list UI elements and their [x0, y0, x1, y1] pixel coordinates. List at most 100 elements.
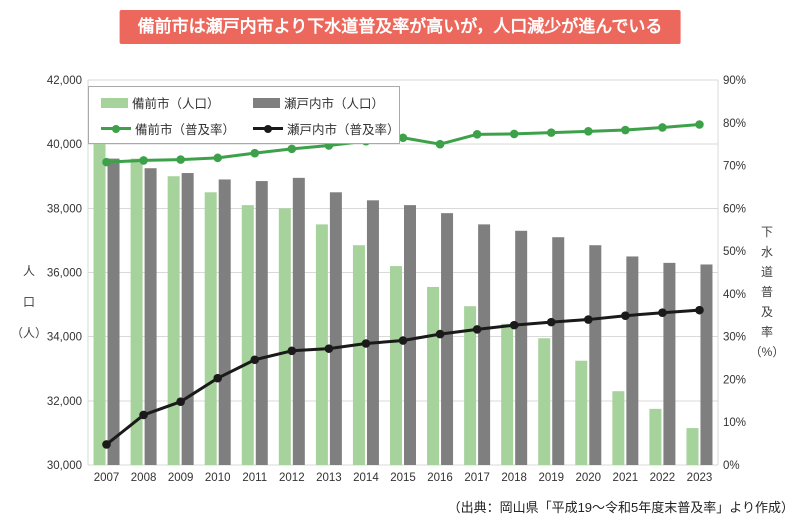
year-label: 2023	[687, 472, 713, 484]
marker-bizen-rate-2009	[176, 155, 185, 164]
legend-item-bizen-population: 備前市（人口）	[101, 93, 253, 112]
marker-bizen-rate-2020	[583, 127, 593, 136]
year-label: 2011	[242, 472, 267, 484]
bar-setouchi-population-2023	[700, 264, 713, 465]
bar-bizen-population-2009	[167, 176, 180, 465]
legend-label: 瀬戸内市（普及率）	[287, 123, 400, 137]
year-label: 2019	[538, 472, 564, 484]
right-axis-tick-label: 90%	[723, 75, 746, 87]
bar-bizen-population-2022	[649, 408, 662, 465]
year-label: 2017	[464, 472, 490, 484]
year-label: 2018	[501, 472, 527, 484]
marker-setouchi-rate-2014	[361, 339, 371, 348]
bar-setouchi-population-2021	[626, 256, 639, 465]
marker-setouchi-rate-2010	[213, 373, 223, 383]
year-label: 2012	[279, 472, 305, 484]
marker-bizen-rate-2008	[139, 156, 148, 165]
chart-title-banner: 備前市は瀬戸内市より下水道普及率が高いが，人口減少が進んでいる	[119, 10, 681, 44]
right-axis-tick-label: 20%	[723, 374, 746, 386]
bar-bizen-population-2013	[315, 224, 328, 465]
source-note: （出典：岡山県「平成19～令和5年度末普及率」より作成）	[447, 500, 794, 515]
marker-setouchi-rate-2012	[287, 346, 297, 356]
bar-bizen-population-2021	[612, 391, 625, 465]
marker-setouchi-rate-2015	[398, 336, 408, 345]
bar-bizen-population-2017	[464, 306, 477, 465]
left-axis-tick-label: 42,000	[47, 75, 82, 87]
bar-bizen-population-2010	[204, 192, 217, 465]
marker-bizen-rate-2007	[102, 157, 111, 167]
right-axis-tick-label: 80%	[723, 118, 746, 130]
year-label: 2009	[168, 472, 194, 484]
marker-bizen-rate-2010	[213, 153, 223, 163]
bar-bizen-population-2012	[278, 208, 291, 466]
left-axis-tick-label: 34,000	[47, 332, 82, 344]
year-label: 2022	[650, 472, 676, 484]
marker-setouchi-rate-2023	[695, 305, 704, 315]
bar-setouchi-population-2015	[404, 205, 416, 465]
bar-setouchi-population-2012	[292, 177, 305, 465]
bar-setouchi-population-2016	[441, 213, 454, 465]
marker-setouchi-rate-2019	[546, 317, 556, 327]
bar-bizen-population-2023	[686, 428, 699, 465]
left-axis-tick-label: 40,000	[47, 139, 82, 151]
bar-setouchi-population-2008	[144, 168, 157, 465]
marker-bizen-rate-2016	[435, 139, 445, 149]
line-setouchi-rate	[105, 308, 700, 446]
bar-setouchi-population-2007	[107, 158, 120, 465]
year-label: 2015	[390, 472, 416, 484]
marker-setouchi-rate-2009	[176, 397, 185, 406]
bizen-population-swatch-icon	[101, 97, 128, 108]
bar-bizen-population-2018	[501, 323, 514, 465]
bar-setouchi-population-2022	[663, 262, 676, 465]
marker-setouchi-rate-2022	[658, 308, 667, 318]
bar-bizen-population-2016	[427, 286, 440, 465]
year-label: 2007	[94, 472, 120, 484]
right-axis-tick-label: 40%	[723, 289, 746, 301]
legend-item-setouchi-population: 瀬戸内市（人口）	[253, 93, 400, 112]
year-label: 2014	[353, 472, 379, 484]
marker-setouchi-rate-2011	[250, 355, 260, 365]
bar-bizen-population-2007	[93, 140, 106, 466]
right-axis-tick-label: 10%	[723, 417, 746, 429]
year-label: 2021	[613, 472, 639, 484]
bar-bizen-population-2014	[352, 245, 365, 465]
year-label: 2010	[205, 472, 231, 484]
marker-bizen-rate-2015	[398, 133, 408, 143]
right-axis-tick-label: 60%	[723, 203, 746, 215]
bar-bizen-population-2020	[575, 360, 588, 465]
bar-setouchi-population-2019	[552, 237, 565, 465]
marker-bizen-rate-2011	[250, 148, 260, 158]
marker-setouchi-rate-2021	[621, 311, 630, 321]
marker-setouchi-rate-2018	[509, 320, 519, 330]
year-label: 2013	[316, 472, 342, 484]
legend-label: 備前市（人口）	[132, 97, 220, 111]
marker-bizen-rate-2019	[546, 128, 556, 137]
legend-item-setouchi-rate: 瀬戸内市（普及率）	[253, 119, 400, 138]
chart-legend: 備前市（人口） 瀬戸内市（人口） 備前市（普及率） 瀬戸内市（普及率）	[88, 86, 400, 144]
marker-bizen-rate-2022	[658, 123, 667, 132]
marker-setouchi-rate-2020	[583, 315, 593, 324]
bar-setouchi-population-2017	[478, 224, 491, 465]
marker-setouchi-rate-2007	[102, 440, 111, 449]
right-axis-tick-label: 70%	[723, 161, 746, 173]
marker-bizen-rate-2017	[472, 130, 482, 139]
right-axis-tick-label: 0%	[723, 460, 740, 472]
bizen-rate-line-swatch-icon	[101, 124, 131, 133]
right-axis-tick-label: 50%	[723, 246, 746, 258]
right-axis-tick-label: 30%	[723, 332, 746, 344]
setouchi-rate-line-swatch-icon	[253, 124, 283, 133]
bar-bizen-population-2015	[390, 266, 402, 465]
left-axis-tick-label: 38,000	[47, 203, 82, 215]
legend-label: 備前市（普及率）	[135, 123, 236, 137]
marker-bizen-rate-2023	[695, 120, 704, 129]
right-axis-title: 下 水 道 普 及 率 （%）	[749, 225, 785, 359]
legend-item-bizen-rate: 備前市（普及率）	[101, 119, 253, 138]
marker-setouchi-rate-2013	[324, 344, 334, 353]
legend-label: 瀬戸内市（人口）	[284, 97, 385, 111]
bar-bizen-population-2019	[538, 338, 551, 465]
bar-bizen-population-2008	[130, 158, 143, 465]
bar-setouchi-population-2020	[589, 245, 602, 465]
marker-setouchi-rate-2017	[472, 325, 482, 334]
